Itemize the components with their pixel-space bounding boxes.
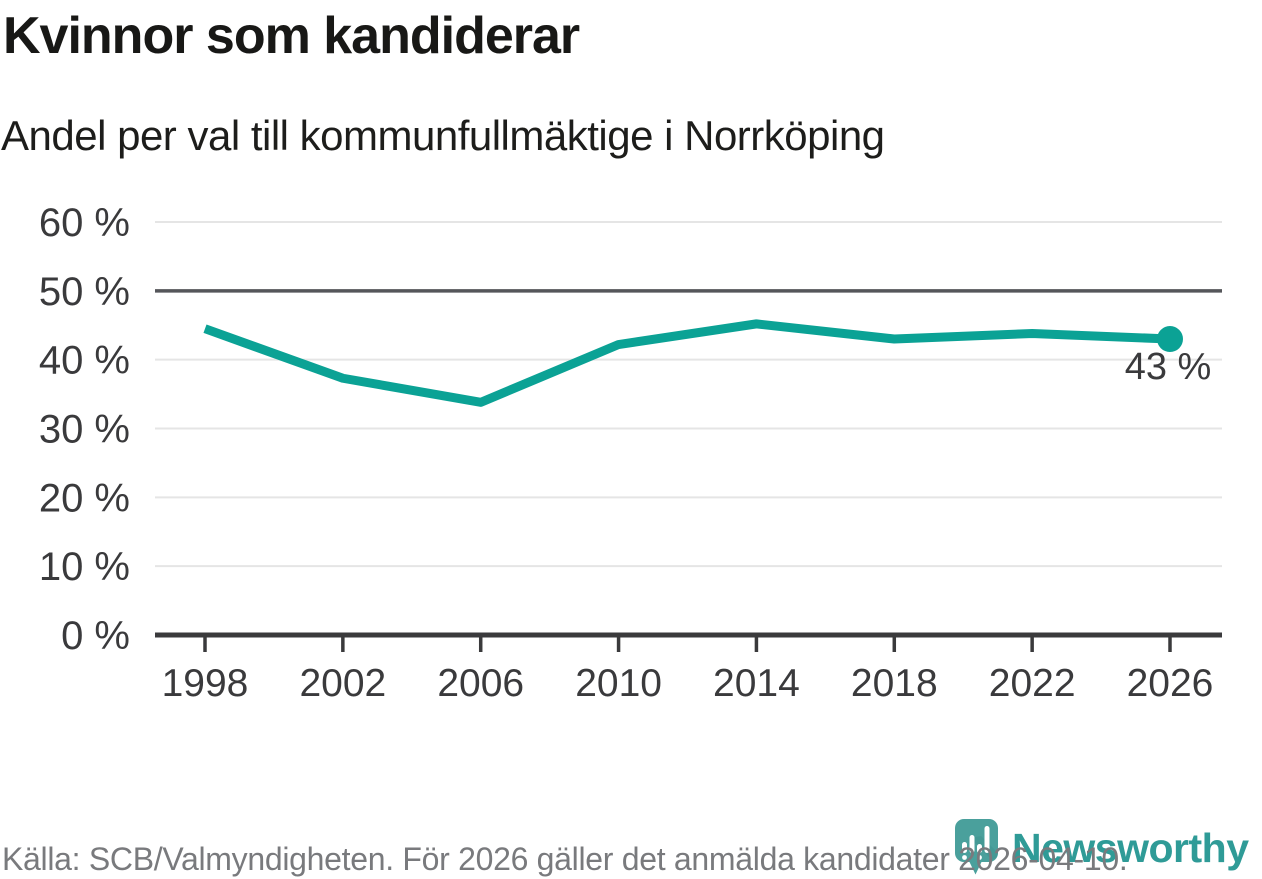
page-title: Kvinnor som kandiderar — [3, 7, 580, 65]
chart-subtitle: Andel per val till kommunfullmäktige i N… — [1, 112, 885, 159]
data-line — [203, 319, 1171, 407]
end-value-label: 43 % — [1125, 346, 1212, 388]
x-axis-label: 2022 — [989, 662, 1076, 705]
pin-shadow-shape — [970, 836, 998, 860]
last-point-marker — [1157, 326, 1183, 353]
x-axis-label: 2014 — [713, 662, 800, 705]
x-axis-label: 2026 — [1127, 662, 1214, 705]
x-axis-label: 1998 — [162, 662, 249, 705]
y-axis-label: 50 % — [39, 270, 130, 314]
x-axis-label: 2006 — [437, 662, 524, 705]
source-note: Källa: SCB/Valmyndigheten. För 2026 gäll… — [2, 841, 1128, 877]
y-axis-label: 10 % — [39, 545, 130, 589]
x-axis-label: 2002 — [299, 662, 386, 705]
line-chart: 0 % 10 % 20 % 30 % 40 % 50 % 60 % 1998 2002 2006 2… — [39, 201, 1222, 705]
bar-chart-glyph — [962, 826, 990, 860]
x-axis-label: 2018 — [851, 662, 938, 705]
y-axis-label: 0 % — [61, 614, 130, 658]
y-axis-label: 60 % — [39, 201, 130, 245]
y-axis-label: 20 % — [39, 476, 130, 520]
y-axis-label: 40 % — [39, 339, 130, 383]
x-axis-label: 2010 — [575, 662, 662, 705]
newsworthy-pin-icon — [955, 819, 998, 875]
y-axis-label: 30 % — [39, 408, 130, 452]
newsworthy-wordmark: Newsworthy — [1012, 825, 1249, 871]
